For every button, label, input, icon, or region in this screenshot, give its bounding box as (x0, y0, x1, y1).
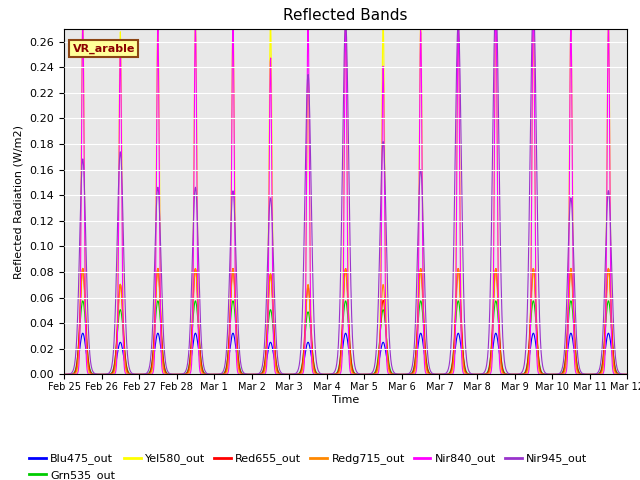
Yel580_out (506, 372, 514, 377)
Line: Yel580_out: Yel580_out (64, 21, 640, 374)
Grn535_out (338, 341, 346, 347)
Yel580_out (338, 356, 346, 361)
Red655_out (506, 372, 514, 377)
Yel580_out (154, 19, 162, 24)
Line: Redg715_out: Redg715_out (64, 268, 640, 374)
Line: Blu475_out: Blu475_out (64, 333, 640, 374)
Grn535_out (60, 372, 68, 377)
Grn535_out (595, 371, 602, 377)
Redg715_out (60, 372, 68, 377)
Line: Nir945_out: Nir945_out (64, 0, 640, 374)
Line: Red655_out: Red655_out (64, 268, 640, 374)
Yel580_out (349, 371, 356, 377)
Blu475_out (506, 372, 514, 377)
Nir945_out (154, 184, 162, 190)
Redg715_out (338, 349, 346, 355)
Nir945_out (507, 372, 515, 377)
Nir945_out (338, 221, 346, 227)
Red655_out (595, 372, 602, 377)
Yel580_out (60, 372, 68, 377)
X-axis label: Time: Time (332, 395, 359, 405)
Legend: Blu475_out, Grn535_out, Yel580_out, Red655_out, Redg715_out, Nir840_out, Nir945_: Blu475_out, Grn535_out, Yel580_out, Red6… (24, 449, 592, 480)
Line: Grn535_out: Grn535_out (64, 301, 640, 374)
Yel580_out (595, 372, 602, 377)
Grn535_out (506, 372, 514, 377)
Red655_out (60, 372, 68, 377)
Grn535_out (154, 298, 162, 304)
Nir840_out (338, 365, 346, 371)
Blu475_out (154, 330, 162, 336)
Nir840_out (349, 372, 356, 377)
Redg715_out (154, 265, 162, 271)
Y-axis label: Reflected Radiation (W/m2): Reflected Radiation (W/m2) (14, 125, 24, 278)
Red655_out (349, 368, 356, 374)
Grn535_out (349, 366, 356, 372)
Nir840_out (154, 25, 162, 31)
Redg715_out (349, 370, 356, 376)
Line: Nir840_out: Nir840_out (64, 0, 640, 374)
Blu475_out (338, 355, 346, 360)
Nir840_out (595, 372, 602, 377)
Blu475_out (595, 371, 602, 377)
Redg715_out (506, 372, 514, 377)
Redg715_out (595, 372, 602, 377)
Nir840_out (506, 372, 514, 377)
Nir945_out (349, 342, 356, 348)
Red655_out (154, 265, 162, 271)
Title: Reflected Bands: Reflected Bands (284, 9, 408, 24)
Nir840_out (60, 372, 68, 377)
Red655_out (338, 338, 346, 344)
Text: VR_arable: VR_arable (72, 43, 135, 54)
Blu475_out (349, 369, 356, 374)
Nir945_out (595, 369, 602, 374)
Blu475_out (60, 372, 68, 377)
Nir945_out (60, 372, 68, 377)
